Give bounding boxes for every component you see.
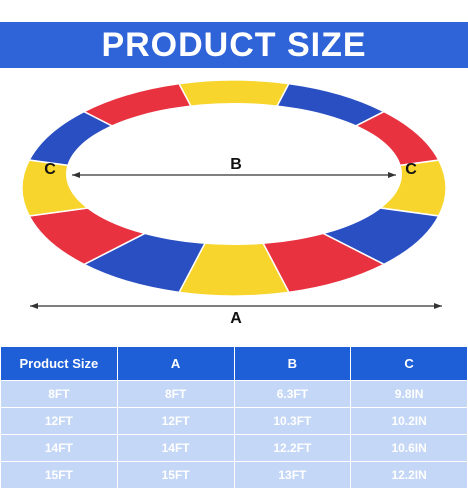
table-cell: 15FT	[0, 461, 118, 489]
table-row: 8FT 8FT 6.3FT 9.8IN	[0, 380, 468, 408]
table-cell: 12.2FT	[233, 434, 352, 462]
column-header: B	[233, 346, 352, 381]
label-b: B	[230, 156, 242, 173]
label-c-right: C	[405, 161, 417, 178]
table-cell: 8FT	[0, 380, 118, 408]
table-cell: 10.6IN	[350, 434, 468, 462]
table-cell: 12.2IN	[350, 461, 468, 489]
ring-diagram: B C C A	[21, 79, 447, 327]
size-table: Product Size A B C 8FT 8FT 6.3FT 9.8IN 12FT 12FT…	[0, 346, 468, 489]
table-row: 15FT 15FT 13FT 12.2IN	[0, 461, 468, 489]
table-row: 12FT 12FT 10.3FT 10.2IN	[0, 407, 468, 435]
table-cell: 10.2IN	[350, 407, 468, 435]
label-c-left: C	[44, 161, 56, 178]
column-header: Product Size	[0, 346, 118, 381]
table-cell: 8FT	[116, 380, 235, 408]
table-body: 8FT 8FT 6.3FT 9.8IN 12FT 12FT 10.3FT 10.2IN 14FT…	[0, 380, 468, 489]
table-cell: 14FT	[0, 434, 118, 462]
label-a: A	[230, 310, 242, 327]
table-cell: 6.3FT	[233, 380, 352, 408]
table-cell: 9.8IN	[350, 380, 468, 408]
table-cell: 12FT	[0, 407, 118, 435]
header-row: Product Size A B C	[0, 346, 468, 381]
column-header: C	[350, 346, 468, 381]
column-header: A	[116, 346, 235, 381]
banner-title: PRODUCT SIZE	[0, 22, 468, 68]
table-cell: 15FT	[116, 461, 235, 489]
table-cell: 13FT	[233, 461, 352, 489]
table-cell: 10.3FT	[233, 407, 352, 435]
table-cell: 12FT	[116, 407, 235, 435]
table-row: 14FT 14FT 12.2FT 10.6IN	[0, 434, 468, 462]
ring-hole	[66, 103, 402, 245]
table-cell: 14FT	[116, 434, 235, 462]
